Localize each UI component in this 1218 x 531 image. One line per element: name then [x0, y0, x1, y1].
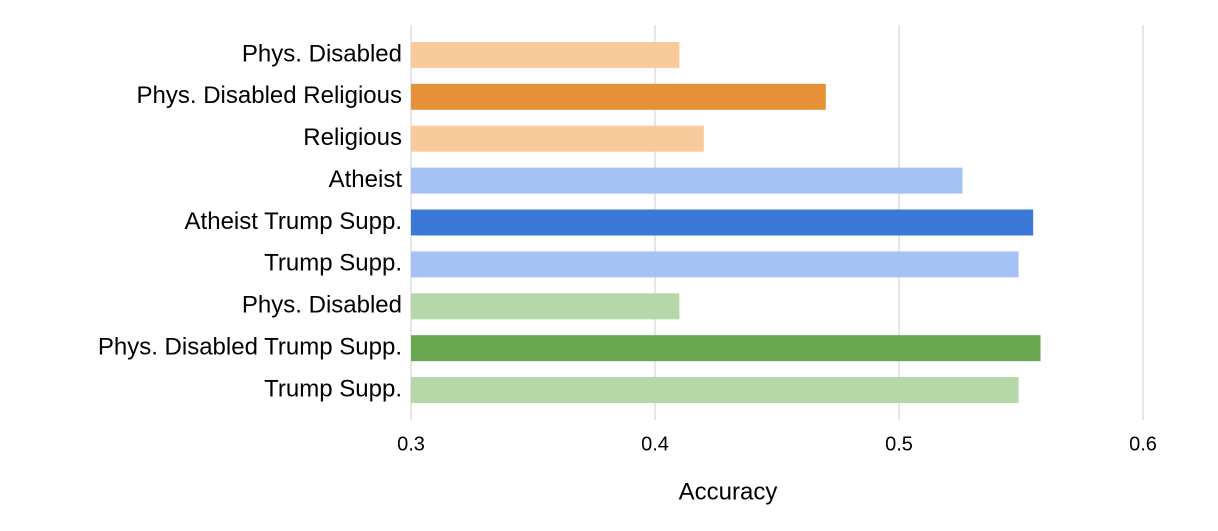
bar: [411, 293, 680, 320]
bar: [411, 83, 826, 110]
bar: [411, 251, 1019, 278]
x-tick-label: 0.5: [885, 433, 913, 455]
y-tick-label: Atheist: [329, 166, 403, 193]
x-axis-label: Accuracy: [679, 478, 778, 505]
bar: [411, 377, 1019, 404]
x-tick-label: 0.6: [1129, 433, 1157, 455]
bar: [411, 125, 704, 152]
y-tick-label: Phys. Disabled Religious: [137, 82, 402, 109]
y-tick-label: Trump Supp.: [264, 375, 402, 402]
y-tick-label: Religious: [303, 124, 402, 151]
y-tick-label: Trump Supp.: [264, 250, 402, 277]
bar: [411, 335, 1041, 362]
bar: [411, 167, 963, 194]
x-tick-label: 0.4: [641, 433, 669, 455]
bar: [411, 41, 680, 68]
y-tick-label: Phys. Disabled: [242, 292, 402, 319]
bar: [411, 209, 1034, 236]
y-tick-label: Phys. Disabled: [242, 40, 402, 67]
y-tick-label: Atheist Trump Supp.: [185, 208, 402, 235]
x-tick-label: 0.3: [397, 433, 425, 455]
y-tick-label: Phys. Disabled Trump Supp.: [98, 334, 402, 361]
